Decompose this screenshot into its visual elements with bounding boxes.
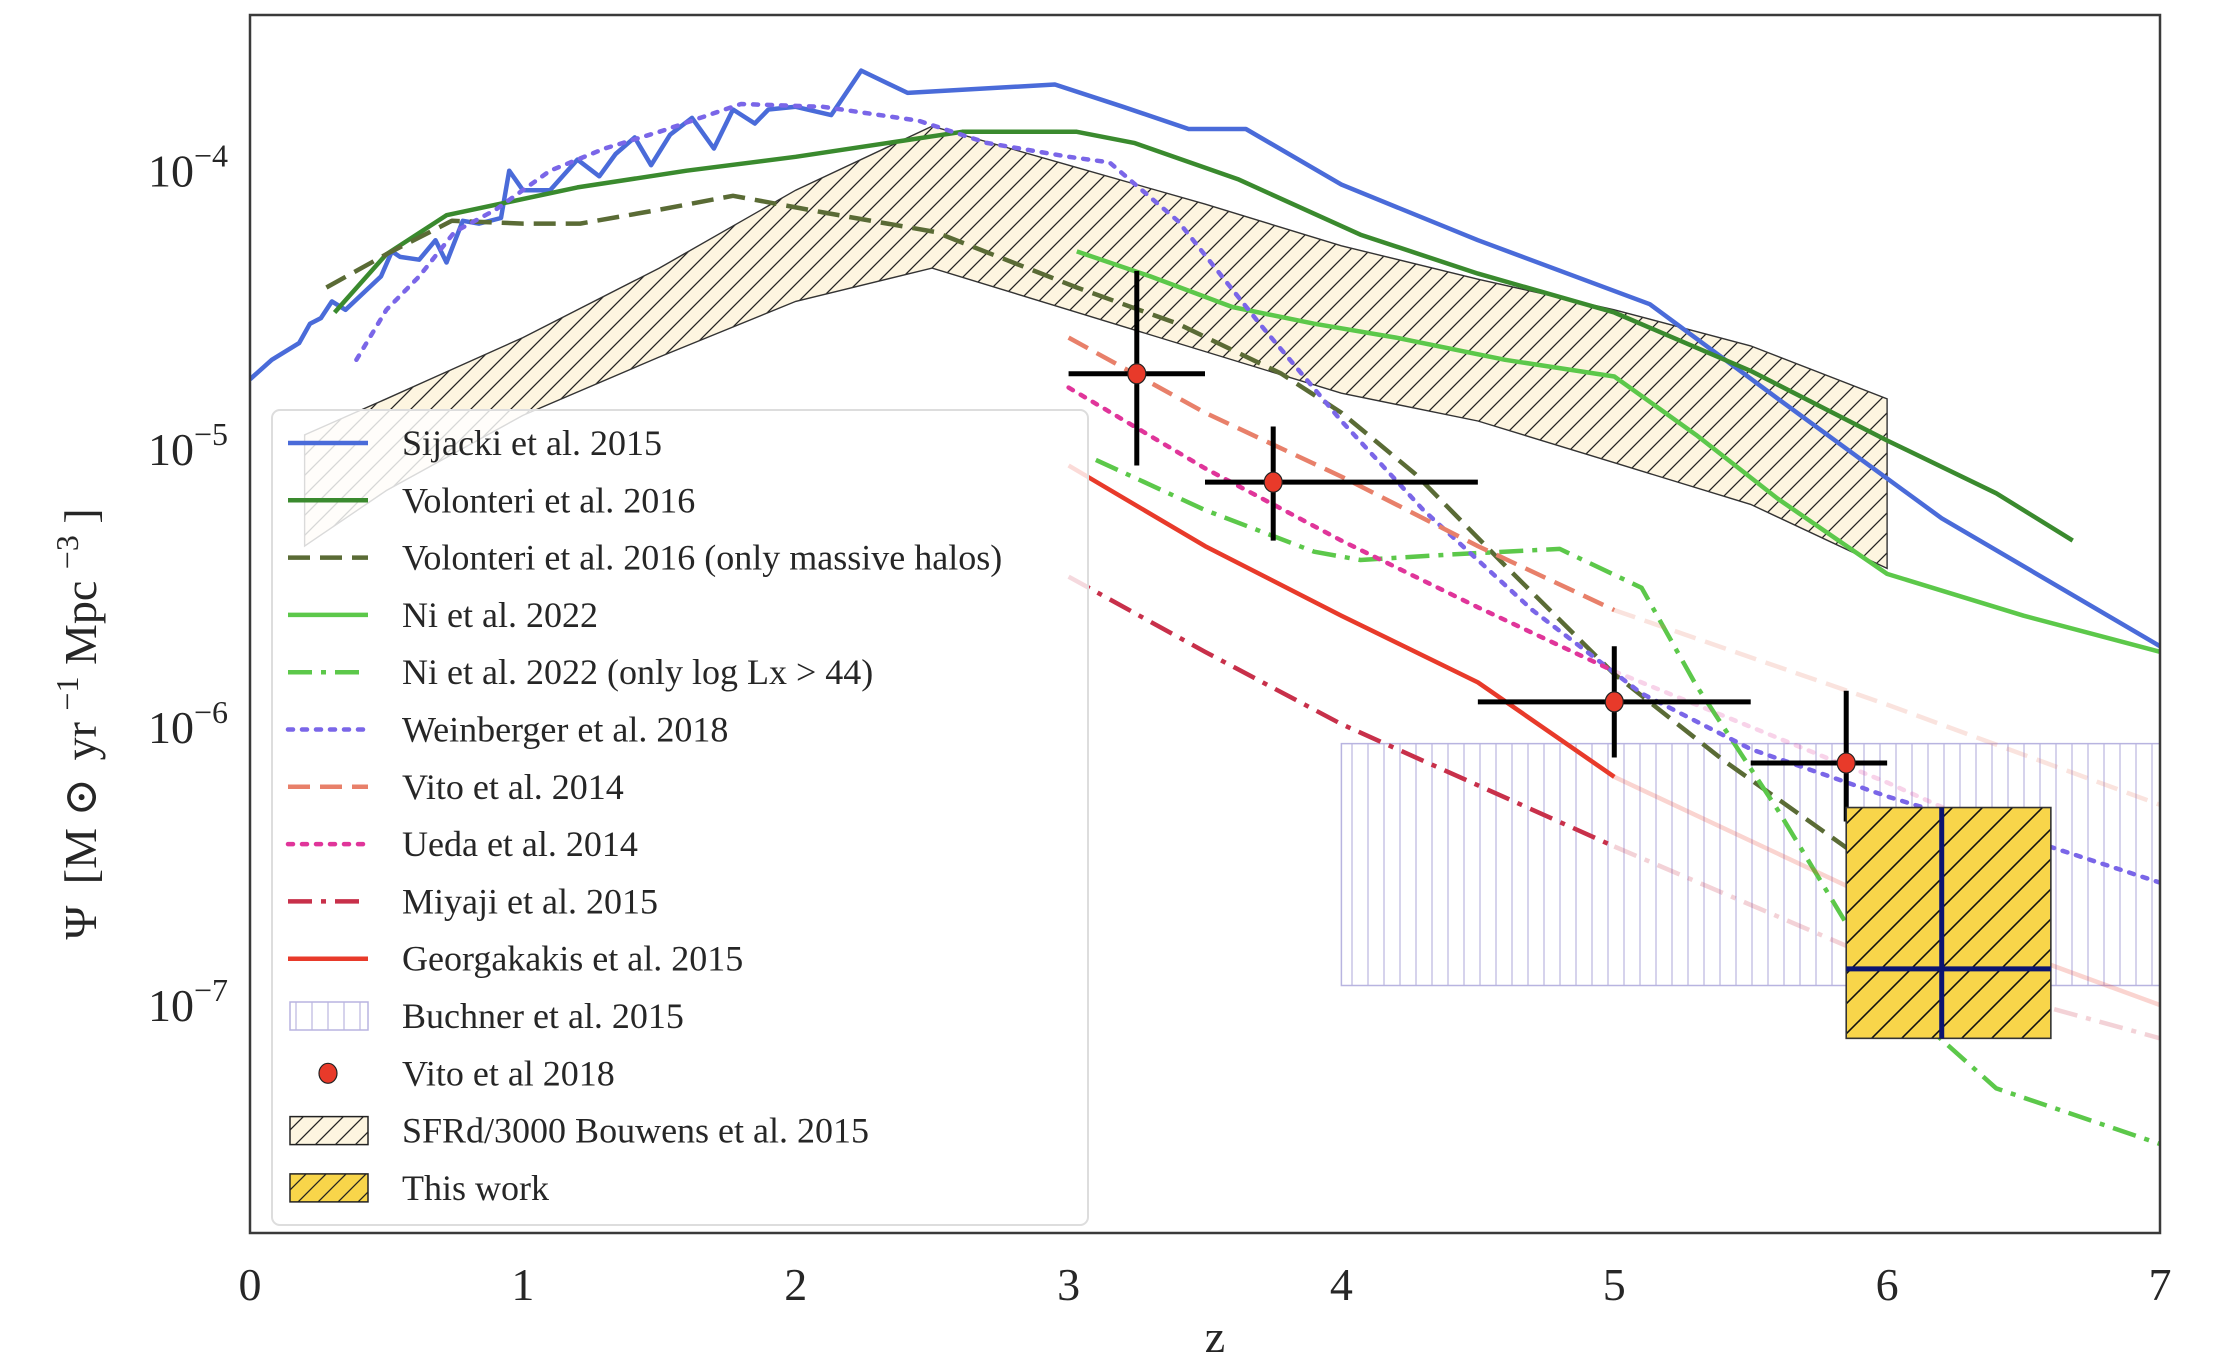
legend-item-ni-et-al-2022: Ni et al. 2022 xyxy=(288,595,598,635)
legend-label: Ni et al. 2022 (only log Lx > 44) xyxy=(402,652,873,692)
svg-text:Ψ [M ⊙ yr: Ψ [M ⊙ yr −1 Mpc −3 ] xyxy=(37,508,106,939)
band-sfrd-3000-bouwens-et-al-2015 xyxy=(303,125,1888,570)
legend-label: Volonteri et al. 2016 xyxy=(402,480,695,520)
y-axis-ticks: 10−410−510−610−7 xyxy=(148,138,228,1031)
y-label-psi: Ψ xyxy=(55,906,106,940)
legend-label: Ni et al. 2022 xyxy=(402,595,598,635)
legend-item-this-work: This work xyxy=(289,1168,549,1208)
x-tick-label: 4 xyxy=(1330,1259,1353,1310)
y-tick-label: 10−7 xyxy=(148,972,228,1031)
legend-swatch-hatch xyxy=(289,1115,369,1146)
series-vito-et-al-2014 xyxy=(1067,335,1616,613)
legend-label: SFRd/3000 Bouwens et al. 2015 xyxy=(402,1111,869,1151)
series-georgakakis-et-al-2015 xyxy=(1067,463,1616,779)
vito-2018-marker xyxy=(1263,471,1283,493)
legend-item-ni-et-al-2022-only-log-lx-44: Ni et al. 2022 (only log Lx > 44) xyxy=(288,652,873,692)
y-tick-exponent: −4 xyxy=(194,138,228,174)
vito-2018-point xyxy=(1750,690,1888,822)
y-tick-base: 10 xyxy=(148,146,194,197)
y-label-yr: yr xyxy=(55,722,106,760)
legend-item-volonteri-et-al-2016: Volonteri et al. 2016 xyxy=(288,480,695,520)
y-label-mpc-exp: −3 xyxy=(49,535,85,569)
legend-label: Vito et al 2018 xyxy=(402,1053,615,1093)
vito-2018-point xyxy=(1068,270,1205,466)
x-tick-label: 7 xyxy=(2149,1259,2172,1310)
y-tick-base: 10 xyxy=(148,980,194,1031)
vito-2018-point xyxy=(1205,426,1478,541)
legend-item-vito-et-al-2014: Vito et al. 2014 xyxy=(288,767,624,807)
legend-label: Buchner et al. 2015 xyxy=(402,996,684,1036)
vito-2018-marker xyxy=(1836,752,1856,774)
y-tick-exponent: −6 xyxy=(194,694,228,730)
y-tick-exponent: −7 xyxy=(194,972,228,1008)
legend-item-miyaji-et-al-2015: Miyaji et al. 2015 xyxy=(288,881,658,921)
points-layer xyxy=(1068,270,1888,822)
legend-label: This work xyxy=(402,1168,549,1208)
y-axis-label: Ψ [M ⊙ yr −1 Mpc −3 ] xyxy=(37,508,106,939)
legend-swatch-hatch xyxy=(289,1173,369,1203)
y-label-open: [M xyxy=(55,828,106,884)
this-work-layer xyxy=(1845,806,2052,1040)
legend-swatch-marker xyxy=(318,1062,338,1084)
y-tick-base: 10 xyxy=(148,424,194,475)
x-tick-label: 2 xyxy=(784,1259,807,1310)
legend-item-sfrd-3000-bouwens-et-al-2015: SFRd/3000 Bouwens et al. 2015 xyxy=(289,1111,869,1151)
legend-label: Weinberger et al. 2018 xyxy=(402,710,728,750)
legend-item-volonteri-et-al-2016-only-massive-halos: Volonteri et al. 2016 (only massive halo… xyxy=(288,538,1002,578)
series-ueda-et-al-2014 xyxy=(1066,385,1617,674)
legend-box xyxy=(271,409,1089,1226)
y-label-yr-exp: −1 xyxy=(49,677,85,711)
legend-label: Sijacki et al. 2015 xyxy=(402,423,662,463)
legend-label: Volonteri et al. 2016 (only massive halo… xyxy=(402,538,1002,578)
series-miyaji-et-al-2015 xyxy=(1067,574,1616,849)
legend-item-georgakakis-et-al-2015: Georgakakis et al. 2015 xyxy=(288,939,743,979)
x-axis-ticks: 0 1 2 3 4 5 6 7 xyxy=(239,1259,2172,1310)
series-vito-et-al-2014-extrapolated xyxy=(1613,607,2160,807)
y-tick-exponent: −5 xyxy=(194,416,228,452)
legend-item-ueda-et-al-2014: Ueda et al. 2014 xyxy=(285,824,638,864)
y-label-mpc: Mpc xyxy=(55,581,106,665)
bands-layer xyxy=(303,125,2160,987)
vito-2018-marker xyxy=(1604,691,1624,713)
legend-label: Ueda et al. 2014 xyxy=(402,824,638,864)
legend: Sijacki et al. 2015 Volonteri et al. 2016… xyxy=(271,409,1089,1226)
x-tick-label: 5 xyxy=(1603,1259,1626,1310)
series-volonteri-et-al-2016 xyxy=(332,129,2074,543)
y-label-sun: ⊙ xyxy=(55,778,106,817)
legend-item-weinberger-et-al-2018: Weinberger et al. 2018 xyxy=(285,710,728,750)
legend-label: Miyaji et al. 2015 xyxy=(402,881,658,921)
y-tick-label: 10−5 xyxy=(148,416,228,475)
this-work-box xyxy=(1845,806,2052,1040)
legend-label: Georgakakis et al. 2015 xyxy=(402,939,743,979)
y-label-close: ] xyxy=(55,508,106,523)
series-sijacki-et-al-2015 xyxy=(250,68,2160,649)
vito-2018-marker xyxy=(1127,363,1147,385)
legend-item-sijacki-et-al-2015: Sijacki et al. 2015 xyxy=(288,423,662,463)
y-tick-label: 10−4 xyxy=(148,138,228,197)
legend-swatch-vhatch xyxy=(289,1001,369,1031)
x-tick-label: 6 xyxy=(1876,1259,1899,1310)
y-tick-label: 10−6 xyxy=(148,694,228,753)
legend-item-buchner-et-al-2015: Buchner et al. 2015 xyxy=(289,996,684,1036)
x-axis-label: z xyxy=(1205,1311,1225,1362)
vito-2018-point xyxy=(1477,646,1751,758)
x-tick-label: 1 xyxy=(511,1259,534,1310)
x-tick-label: 0 xyxy=(239,1259,262,1310)
plot-frame xyxy=(248,13,2162,1235)
y-tick-base: 10 xyxy=(148,702,194,753)
legend-item-vito-et-al-2018: Vito et al 2018 xyxy=(318,1053,615,1093)
x-tick-label: 3 xyxy=(1057,1259,1080,1310)
legend-label: Vito et al. 2014 xyxy=(402,767,624,807)
series-ni-et-al-2022 xyxy=(1076,249,2160,654)
series-volonteri-et-al-2016-only-massive-halos xyxy=(325,193,2039,974)
